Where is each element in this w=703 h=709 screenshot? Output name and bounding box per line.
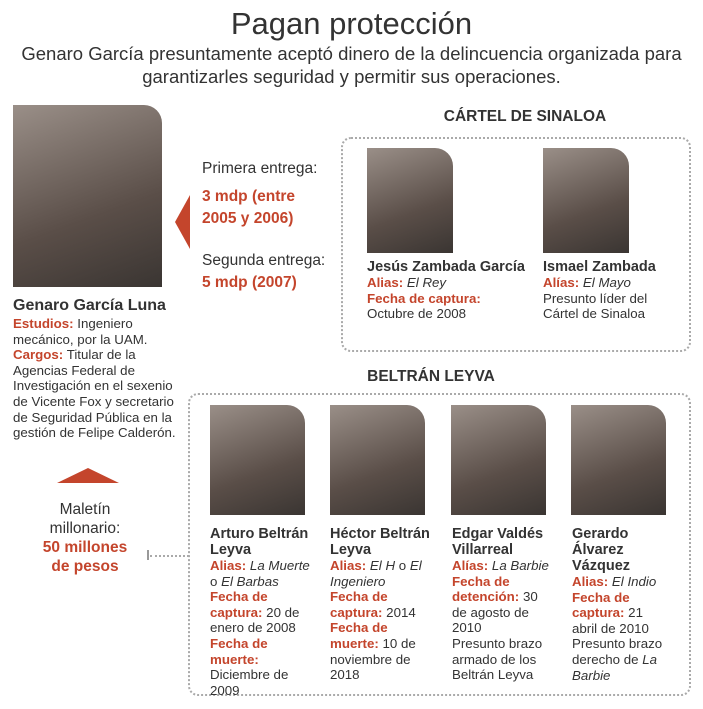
cargos-label: Cargos:	[13, 347, 64, 363]
briefcase-value: de pesos	[51, 558, 119, 575]
person-card: Héctor Beltrán Leyva Alias: El H o El In…	[330, 526, 430, 683]
alias-separator: o	[395, 558, 410, 573]
person-card: Arturo Beltrán Leyva Alias: La Muerte o …	[210, 526, 310, 698]
person-name: Arturo Beltrán Leyva	[210, 526, 309, 558]
payments: Primera entrega: 3 mdp (entre 2005 y 200…	[202, 158, 325, 294]
briefcase-info: Maletín millonario: 50 millones de pesos	[20, 500, 150, 576]
person-card: Jesús Zambada García Alias: El Rey Fecha…	[367, 259, 527, 322]
second-payment-value: 5 mdp (2007)	[202, 274, 297, 291]
beltran-box	[188, 393, 691, 696]
person-name: Edgar Valdés Villarreal	[452, 526, 544, 558]
subtitle-line: garantizarles seguridad y permitir sus o…	[142, 66, 561, 87]
alias-label: Alias:	[367, 275, 404, 290]
alias-label: Alias:	[572, 574, 609, 589]
alias-label: Alías:	[452, 558, 489, 573]
alias: El H	[369, 558, 396, 573]
date: 2014	[386, 604, 416, 620]
alias: El Mayo	[582, 275, 631, 290]
date-label: Fecha de captura:	[210, 589, 268, 620]
first-payment-label: Primera entrega:	[202, 160, 318, 177]
connector-line	[150, 555, 189, 557]
alias: El Indio	[611, 574, 657, 589]
alias-label: Alías:	[543, 275, 580, 290]
person-card: Gerardo Álvarez Vázquez Alias: El Indio …	[572, 526, 668, 683]
person-name: Gerardo Álvarez Vázquez	[572, 526, 631, 574]
first-payment-value: 3 mdp (entre	[202, 188, 296, 205]
date: 21 abril de 2010	[572, 605, 649, 636]
main-name: Genaro García Luna	[13, 297, 166, 314]
person-photo	[367, 148, 453, 253]
date: 30 de agosto de 2010	[452, 589, 538, 636]
second-payment-label: Segunda entrega:	[202, 252, 326, 269]
first-payment-value: 2005 y 2006)	[202, 210, 294, 227]
person-name: Jesús Zambada García	[367, 259, 525, 275]
alias: La Barbie	[491, 558, 549, 573]
note-italic: La Barbie	[572, 651, 658, 683]
note: Presunto brazo derecho de	[572, 636, 663, 667]
main-profile: Genaro García Luna Estudios: Ingeniero m…	[13, 296, 188, 441]
note: Presunto líder del Cártel de Sinaloa	[543, 290, 648, 322]
beltran-header: BELTRÁN LEYVA	[367, 368, 495, 385]
date: Octubre de 2008	[367, 306, 467, 322]
briefcase-label: Maletín	[59, 501, 111, 518]
arrow-left-icon	[175, 195, 190, 249]
date-label: Fecha de captura:	[572, 589, 630, 621]
alias: La Muerte	[249, 558, 310, 573]
page-title: Pagan protección	[230, 6, 473, 41]
alias-label: Alias:	[210, 558, 247, 573]
date: 20 de enero de 2008	[210, 604, 300, 636]
studies-label: Estudios:	[13, 316, 74, 331]
alias: El Ingeniero	[330, 558, 422, 589]
death-date: Diciembre de 2009	[210, 667, 289, 698]
person-photo	[330, 405, 425, 515]
date-label: Fecha de detención:	[452, 573, 520, 605]
studies-text: Ingeniero mecánico, por la UAM.	[13, 316, 148, 347]
alias-label: Alias:	[330, 558, 367, 573]
death-label: Fecha de muerte:	[210, 635, 268, 667]
death-label: Fecha de muerte:	[330, 620, 388, 651]
person-card: Ismael Zambada Alías: El Mayo Presunto l…	[543, 259, 678, 322]
genaro-garcia-photo	[13, 105, 162, 287]
briefcase-label: millonario:	[49, 520, 121, 537]
sinaloa-box	[341, 137, 691, 352]
subtitle: Genaro García presuntamente aceptó diner…	[0, 42, 703, 88]
person-photo	[571, 405, 666, 515]
connector-tick	[147, 550, 149, 560]
person-name: Ismael Zambada	[543, 259, 656, 275]
briefcase-value: 50 millones	[42, 539, 128, 556]
arrow-up-icon	[57, 468, 119, 483]
death-date: 10 de noviembre de 2018	[330, 635, 416, 683]
alias: El Barbas	[221, 573, 279, 589]
cargos-text: Titular de la Agencias Federal de Invest…	[13, 347, 176, 441]
date-label: Fecha de captura:	[330, 589, 388, 620]
note: Presunto brazo armado de los Beltrán Ley…	[452, 635, 543, 683]
subtitle-line: Genaro García presuntamente aceptó diner…	[21, 43, 682, 64]
sinaloa-header: CÁRTEL DE SINALOA	[443, 108, 607, 125]
date-label: Fecha de captura:	[367, 290, 481, 306]
person-photo	[451, 405, 546, 515]
person-photo	[543, 148, 629, 253]
person-name: Héctor Beltrán Leyva	[330, 526, 430, 558]
alias-separator: o	[210, 573, 222, 589]
alias: El Rey	[406, 275, 447, 290]
person-card: Edgar Valdés Villarreal Alías: La Barbie…	[452, 526, 552, 683]
person-photo	[210, 405, 305, 515]
